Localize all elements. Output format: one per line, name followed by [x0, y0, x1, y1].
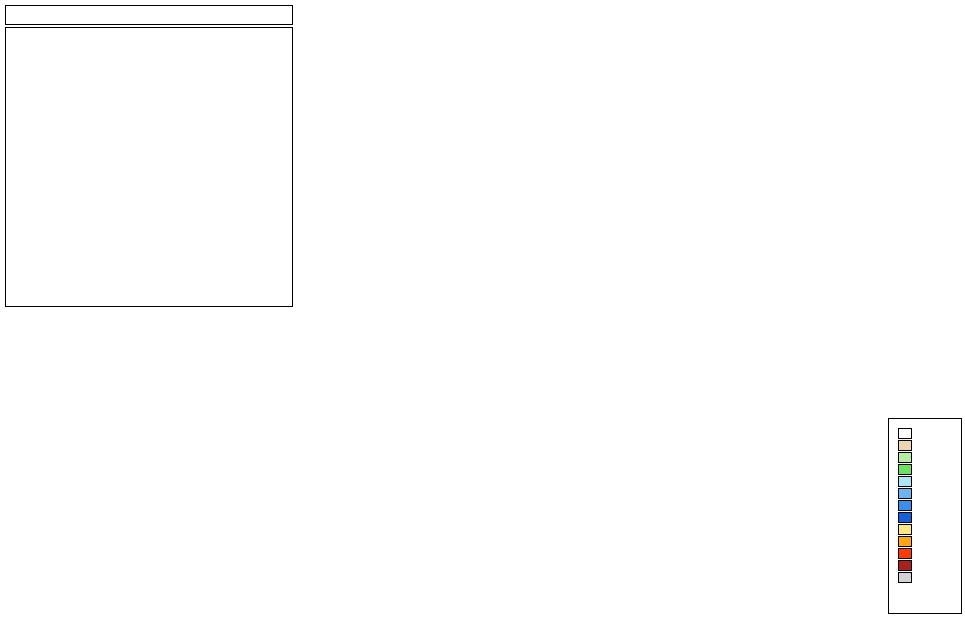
legend-swatch: [898, 487, 912, 499]
legend-entry: [898, 439, 961, 451]
legend-entry: [898, 463, 961, 475]
legend-entry: [898, 511, 961, 523]
legend-entry: [898, 427, 961, 439]
legend-swatch: [898, 535, 912, 547]
legend-swatch: [898, 499, 912, 511]
legend-entry: [898, 499, 961, 511]
map-frame[interactable]: [5, 27, 293, 307]
legend-swatch: [898, 463, 912, 475]
legend-swatch: [898, 559, 912, 571]
legend-swatch: [898, 451, 912, 463]
forecast-panel-grid: [5, 5, 293, 307]
legend-swatch: [898, 547, 912, 559]
legend-rows: [889, 427, 961, 583]
legend-entry: [898, 547, 961, 559]
legend-swatch: [898, 475, 912, 487]
legend-entry: [898, 487, 961, 499]
legend-swatch: [898, 523, 912, 535]
legend-swatch: [898, 571, 912, 583]
legend-entry: [898, 559, 961, 571]
legend-entry: [898, 571, 961, 583]
legend-swatch: [898, 439, 912, 451]
legend-swatch: [898, 511, 912, 523]
legend-entry: [898, 475, 961, 487]
precip-map-canvas[interactable]: [6, 28, 292, 306]
side-info-block: [880, 48, 965, 57]
panel-title: [5, 5, 293, 25]
legend-swatch: [898, 427, 912, 439]
precip-legend: [888, 418, 962, 614]
legend-entry: [898, 535, 961, 547]
forecast-panel[interactable]: [5, 5, 293, 307]
legend-entry: [898, 523, 961, 535]
legend-entry: [898, 451, 961, 463]
